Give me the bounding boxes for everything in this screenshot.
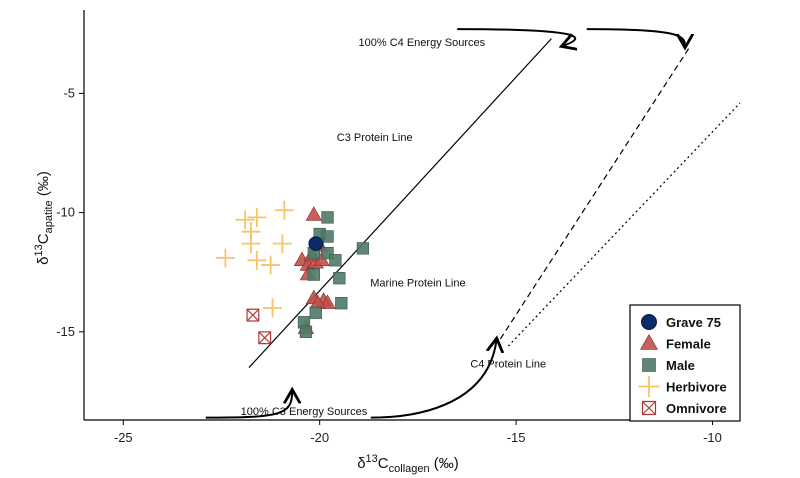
legend-label-herbivore: Herbivore (666, 380, 727, 395)
annotation-c3-protein-line: C3 Protein Line (337, 132, 413, 144)
male-point (335, 297, 348, 310)
male-point (307, 268, 320, 281)
legend-marker-omnivore (641, 400, 657, 416)
reference-lines (248, 38, 741, 368)
legend-marker-female (639, 333, 659, 350)
c3-arrow-up (205, 391, 292, 419)
herbivore-point (215, 248, 235, 268)
x-tick-label: -10 (703, 430, 722, 445)
y-tick-label: -10 (56, 205, 75, 220)
legend: Grave 75 Female Male Herbivore Omnivore (629, 304, 741, 422)
herbivore-point (247, 207, 267, 227)
male-point (299, 325, 313, 338)
male-point (321, 230, 334, 243)
legend-marker-herbivore (638, 376, 660, 397)
annotations: 100% C4 Energy Sources C3 Protein Line Mar… (241, 37, 546, 418)
annotation-c4-protein-line: C4 Protein Line (470, 359, 546, 371)
legend-label-grave-75: Grave 75 (666, 315, 721, 330)
x-axis-label: δ13Ccollagen (‰) (357, 453, 459, 475)
annotation-100-c4-energy-sources: 100% C4 Energy Sources (359, 37, 486, 49)
herbivore-point (235, 210, 255, 230)
legend-marker-grave-75 (641, 314, 657, 330)
female-point (305, 206, 322, 221)
axis-labels: δ13Ccollagen (‰) δ13Capatite (‰) (33, 171, 459, 475)
herbivore-point (263, 298, 283, 318)
marine-protein-line (499, 47, 690, 340)
male-point (333, 272, 346, 285)
x-tick-label: -15 (507, 430, 526, 445)
y-axis-label: δ13Capatite (‰) (33, 171, 55, 265)
x-tick-label: -20 (310, 430, 329, 445)
herbivore-point (272, 234, 292, 254)
data-points (215, 200, 370, 345)
c3-protein-line (248, 38, 552, 368)
herbivore-point (247, 250, 267, 270)
herbivore-point (261, 255, 281, 275)
male-point (321, 211, 334, 224)
omnivore-point (246, 308, 260, 322)
c3-arrow-right (370, 340, 497, 419)
y-tick-label: -15 (56, 324, 75, 339)
x-tick-label: -25 (114, 430, 133, 445)
herbivore-point (274, 200, 294, 220)
annotation-arrows (205, 28, 685, 419)
male-point (329, 254, 342, 267)
legend-label-omnivore: Omnivore (666, 401, 727, 416)
c4-protein-line (507, 102, 741, 347)
omnivore-point (258, 331, 272, 345)
ticks: -25 -20 -15 -10 -5 -10 -15 (56, 85, 722, 445)
annotation-marine-protein-line: Marine Protein Line (370, 278, 465, 290)
herbivore-point (241, 234, 261, 254)
male-point (309, 306, 322, 319)
male-point (356, 242, 370, 255)
male-point (321, 246, 334, 260)
legend-label-female: Female (666, 337, 711, 352)
annotation-100-c3-energy-sources: 100% C3 Energy Sources (241, 406, 368, 418)
y-tick-label: -5 (63, 85, 75, 100)
legend-marker-male (642, 358, 656, 372)
c4-arrow-left (457, 28, 575, 46)
legend-label-male: Male (666, 358, 695, 373)
grave-75-point-top (308, 236, 324, 251)
c4-arrow-right (586, 28, 685, 46)
